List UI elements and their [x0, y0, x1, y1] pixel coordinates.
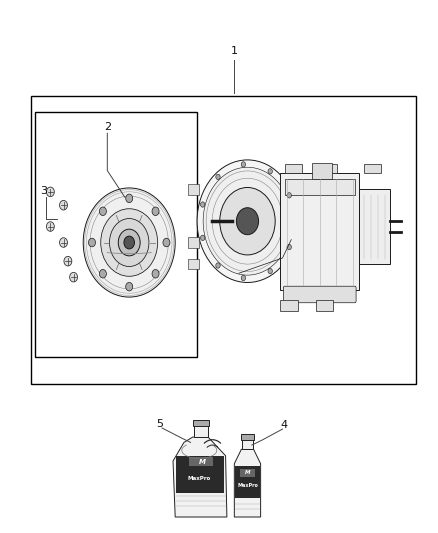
Bar — [176, 456, 224, 493]
Bar — [188, 259, 199, 269]
Bar — [320, 164, 337, 173]
Circle shape — [201, 202, 205, 207]
Polygon shape — [234, 449, 261, 517]
Circle shape — [287, 192, 291, 198]
Text: 2: 2 — [104, 122, 111, 132]
Text: 4: 4 — [280, 421, 287, 430]
Bar — [188, 184, 199, 195]
Circle shape — [88, 238, 95, 247]
Bar — [285, 179, 355, 195]
Circle shape — [152, 270, 159, 278]
Bar — [189, 457, 213, 466]
Bar — [280, 173, 359, 290]
Text: M: M — [198, 458, 205, 465]
Bar — [188, 237, 199, 248]
Text: 1: 1 — [231, 46, 238, 55]
Circle shape — [241, 276, 246, 281]
Bar — [364, 164, 381, 173]
Circle shape — [287, 245, 291, 250]
Bar — [285, 164, 302, 173]
Circle shape — [99, 270, 106, 278]
Circle shape — [46, 222, 54, 231]
Bar — [241, 434, 254, 440]
Circle shape — [268, 269, 272, 274]
Bar — [31, 96, 416, 384]
Text: 3: 3 — [40, 186, 47, 196]
Circle shape — [216, 174, 220, 180]
Bar — [193, 420, 209, 426]
Circle shape — [241, 161, 246, 167]
Circle shape — [46, 187, 54, 197]
Polygon shape — [173, 437, 227, 517]
Circle shape — [126, 194, 133, 203]
Bar — [35, 112, 197, 357]
Circle shape — [64, 256, 72, 266]
Circle shape — [126, 282, 133, 291]
Circle shape — [118, 229, 140, 256]
Circle shape — [268, 168, 272, 174]
Circle shape — [201, 235, 205, 240]
Circle shape — [60, 238, 67, 247]
Bar — [316, 300, 333, 311]
Bar — [280, 300, 298, 311]
Text: MaxPro: MaxPro — [237, 482, 258, 488]
Circle shape — [216, 263, 220, 268]
Bar — [359, 189, 390, 264]
Text: M: M — [245, 470, 251, 475]
Bar — [194, 425, 208, 437]
Circle shape — [152, 207, 159, 215]
Circle shape — [237, 208, 258, 235]
Circle shape — [197, 160, 298, 282]
Circle shape — [220, 188, 275, 255]
Circle shape — [110, 219, 149, 266]
Circle shape — [163, 238, 170, 247]
Circle shape — [124, 236, 134, 249]
Bar — [312, 163, 332, 179]
Ellipse shape — [101, 209, 158, 276]
FancyBboxPatch shape — [283, 286, 356, 303]
Bar — [240, 469, 255, 477]
Text: MaxPro: MaxPro — [187, 475, 211, 481]
Bar — [235, 466, 260, 498]
Circle shape — [99, 207, 106, 215]
Circle shape — [60, 200, 67, 210]
Text: 5: 5 — [156, 419, 163, 429]
Circle shape — [203, 167, 292, 275]
Bar — [242, 439, 253, 449]
Circle shape — [70, 272, 78, 282]
Ellipse shape — [83, 188, 175, 297]
